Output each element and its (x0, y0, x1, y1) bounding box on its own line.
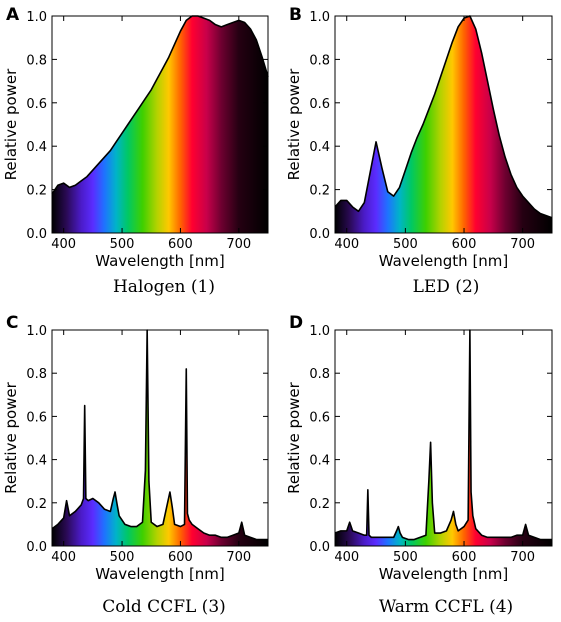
panel-letter: C (6, 313, 18, 333)
y-axis-label: Relative power (285, 381, 303, 493)
panel-caption: LED (2) (413, 277, 480, 297)
x-tick-label: 700 (226, 237, 251, 252)
x-tick-label: 400 (334, 237, 359, 252)
x-tick-label: 500 (110, 237, 135, 252)
y-tick-label: 1.0 (26, 324, 47, 339)
y-tick-label: 0.4 (309, 454, 330, 469)
x-tick-label: 700 (226, 550, 251, 565)
plot-frame (334, 329, 553, 547)
x-tick-label: 500 (393, 550, 418, 565)
plot-frame (51, 15, 269, 234)
spectrum-line (51, 15, 269, 195)
x-tick-label: 500 (393, 237, 418, 252)
panel-letter: D (289, 313, 303, 333)
y-tick-label: 0.8 (26, 367, 47, 382)
y-axis-label: Relative power (2, 68, 20, 180)
y-tick-label: 0.6 (309, 410, 330, 425)
spectrum-area (335, 16, 552, 233)
x-tick-label: 600 (168, 550, 193, 565)
x-axis-label: Wavelength [nm] (379, 565, 509, 583)
y-tick-label: 0.8 (309, 53, 330, 68)
x-axis-label: Wavelength [nm] (95, 252, 225, 270)
spectrum-line (51, 329, 268, 541)
spectrum-area (52, 16, 268, 233)
x-tick-label: 600 (452, 550, 477, 565)
panel-d: 400 500 600 700 0.0 0.2 0.4 0.6 0.8 1.0 Wavelength… (285, 313, 553, 617)
x-tick-label: 600 (168, 237, 193, 252)
spectrum-line (334, 329, 552, 541)
y-tick-label: 0.4 (309, 140, 330, 155)
x-tick-label: 600 (452, 237, 477, 252)
panels: 400 500 600 700 0.0 0.2 0.4 0.6 0.8 1.0 Wavelength… (2, 5, 553, 617)
y-tick-label: 0.4 (26, 454, 47, 469)
y-tick-label: 0.6 (26, 97, 47, 112)
y-tick-label: 0.8 (309, 367, 330, 382)
y-tick-label: 0.8 (26, 53, 47, 68)
y-tick-label: 0.6 (309, 97, 330, 112)
panel-c: 400 500 600 700 0.0 0.2 0.4 0.6 0.8 1.0 Wavelength… (2, 313, 269, 617)
x-tick-label: 400 (51, 237, 76, 252)
y-tick-label: 0.2 (26, 497, 47, 512)
y-tick-label: 0.2 (26, 184, 47, 199)
spectrum-area (52, 330, 268, 546)
y-tick-label: 0.0 (26, 540, 47, 555)
y-tick-label: 0.0 (26, 227, 47, 242)
x-tick-label: 700 (510, 237, 535, 252)
x-tick-label: 700 (510, 550, 535, 565)
y-tick-label: 0.4 (26, 140, 47, 155)
panel-b: 400 500 600 700 0.0 0.2 0.4 0.6 0.8 1.0 Wavelength… (285, 5, 553, 297)
panel-a: 400 500 600 700 0.0 0.2 0.4 0.6 0.8 1.0 Wavelength… (2, 5, 269, 297)
panel-letter: B (289, 5, 302, 25)
y-tick-label: 0.2 (309, 497, 330, 512)
x-tick-label: 400 (334, 550, 359, 565)
y-tick-label: 0.2 (309, 184, 330, 199)
y-tick-label: 1.0 (309, 10, 330, 25)
panel-caption: Warm CCFL (4) (379, 597, 513, 617)
x-axis-label: Wavelength [nm] (379, 252, 509, 270)
spectrum-line (334, 15, 553, 219)
x-tick-label: 500 (110, 550, 135, 565)
x-tick-label: 400 (51, 550, 76, 565)
plot-frame (51, 329, 269, 547)
y-tick-label: 1.0 (309, 324, 330, 339)
panel-caption: Halogen (1) (113, 277, 215, 297)
y-tick-label: 0.0 (309, 227, 330, 242)
y-axis-label: Relative power (285, 68, 303, 180)
plot-frame (334, 15, 553, 234)
panel-caption: Cold CCFL (3) (102, 597, 226, 617)
panel-letter: A (6, 5, 20, 25)
y-axis-label: Relative power (2, 381, 20, 493)
y-tick-label: 0.6 (26, 410, 47, 425)
x-axis-label: Wavelength [nm] (95, 565, 225, 583)
y-tick-label: 1.0 (26, 10, 47, 25)
y-tick-label: 0.0 (309, 540, 330, 555)
